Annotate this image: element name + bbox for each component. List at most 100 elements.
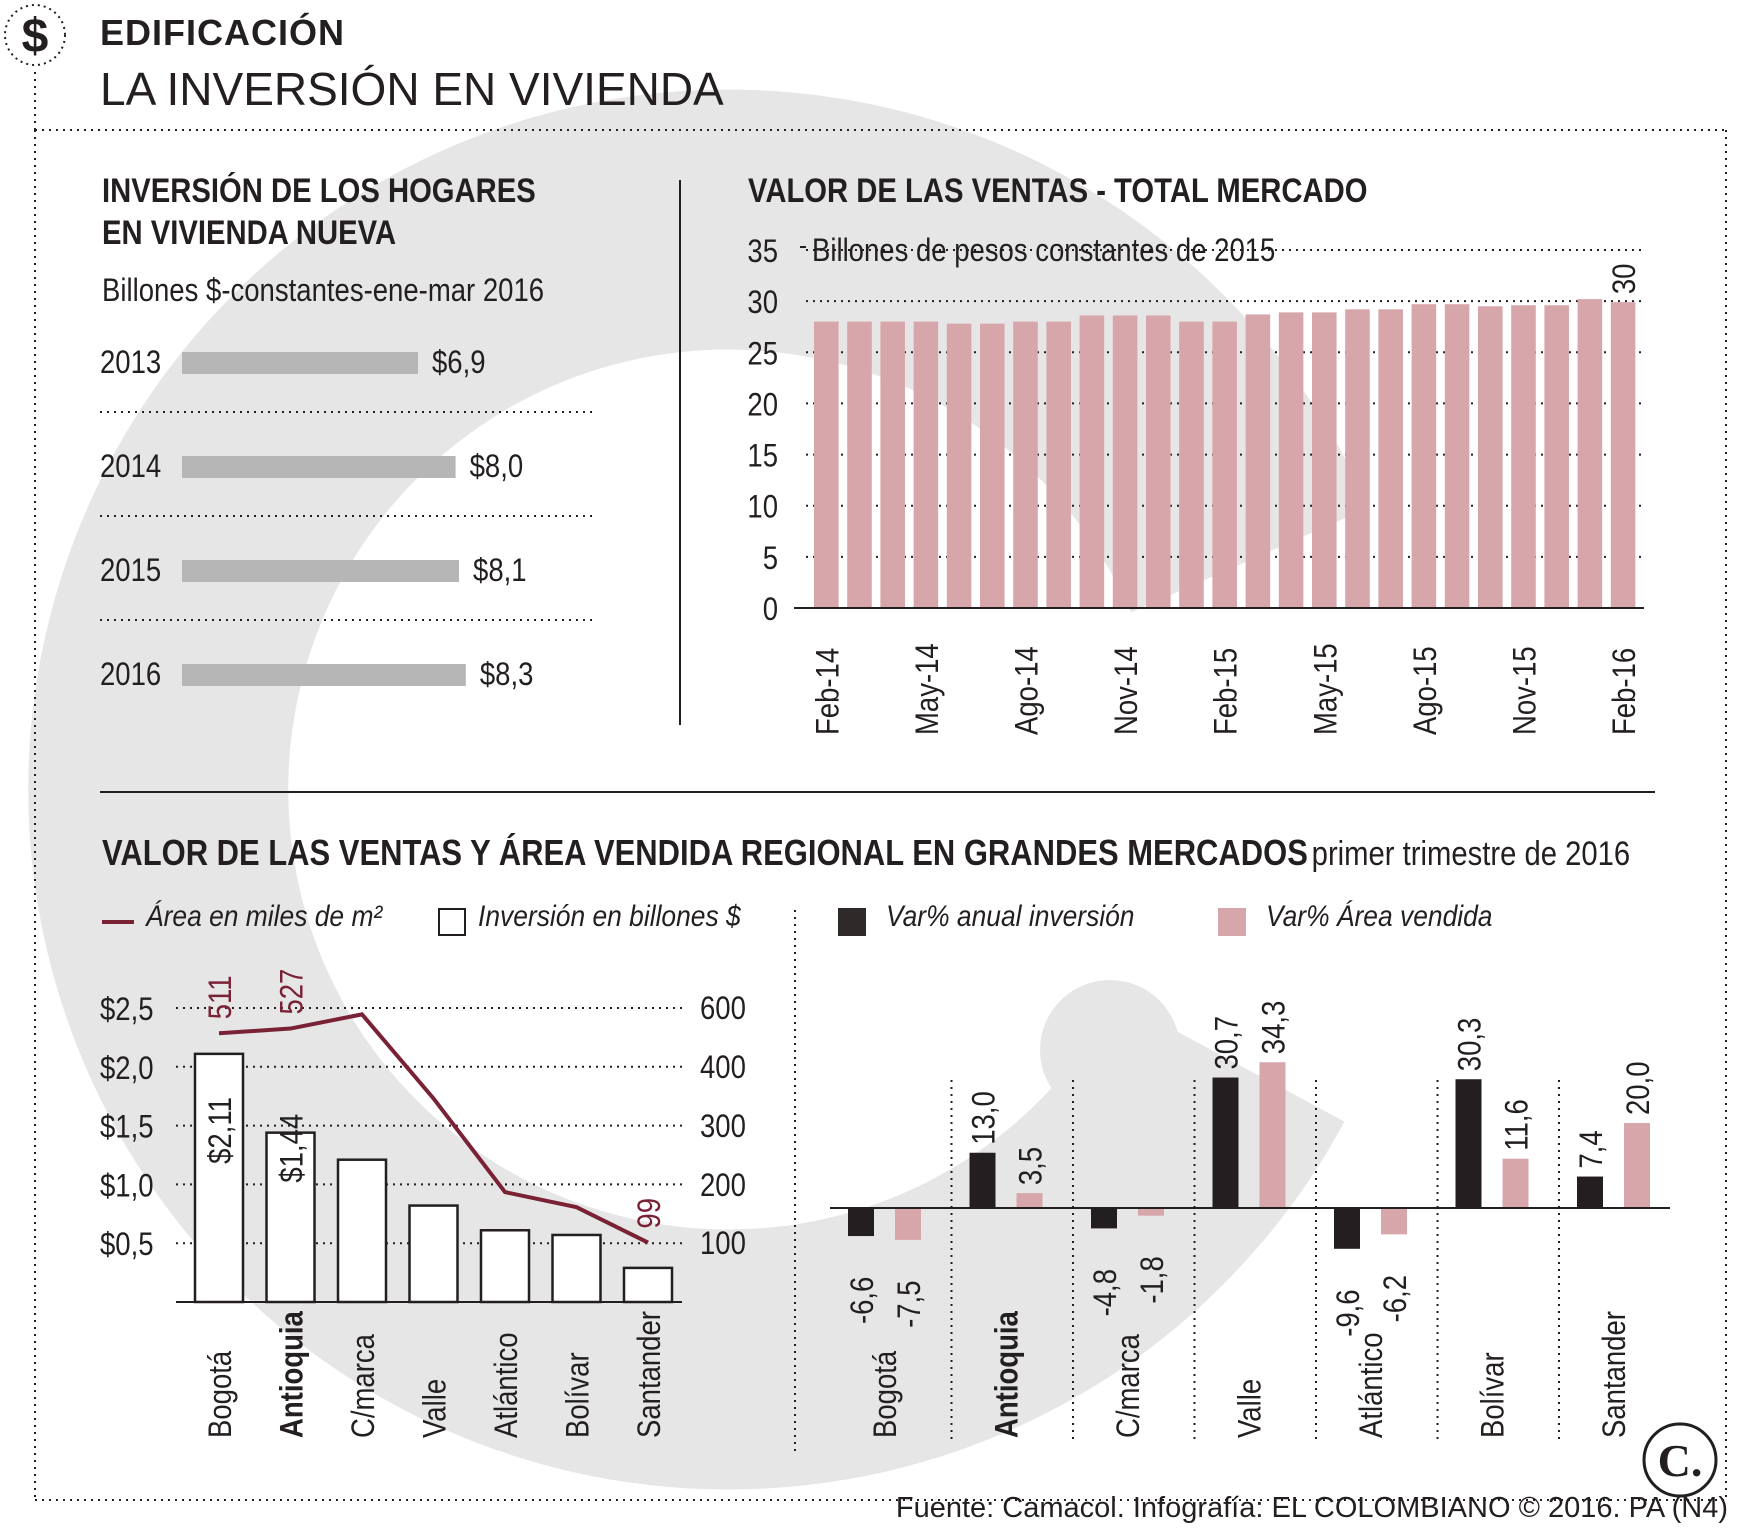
var-value-label: 30,7 (1210, 1016, 1245, 1070)
category-label: Bolívar (1476, 1352, 1511, 1438)
var-inversion-bar (848, 1208, 874, 1237)
legend-var-area: Var% Área vendida (1218, 900, 1523, 936)
sales-bar (1544, 305, 1569, 608)
category-label: Valle (418, 1379, 453, 1438)
category-label: Antioquia (990, 1311, 1025, 1438)
year-label: 2016 (100, 657, 161, 692)
inversion-bar (336, 1158, 388, 1304)
left-tick-label: $1,5 (100, 1110, 154, 1145)
sales-bar (1411, 304, 1437, 608)
var-inversion-bar (1577, 1176, 1603, 1208)
y-tick-label: 25 (747, 336, 778, 371)
legend-inversion-label: Inversión en billones $ (478, 900, 741, 933)
x-tick-label: Feb-16 (1607, 648, 1642, 735)
sales-bar (1212, 321, 1237, 608)
right-tick-label: 100 (700, 1226, 746, 1261)
page-title: LA INVERSIÓN EN VIVIENDA (100, 63, 724, 115)
chart2-title: VALOR DE LAS VENTAS - TOTAL MERCADO (748, 172, 1368, 210)
var-value-label: -4,8 (1088, 1269, 1123, 1316)
right-tick-label: 200 (700, 1168, 746, 1203)
bar-value-label: 30 (1607, 264, 1642, 295)
var-value-label: -1,8 (1135, 1256, 1170, 1303)
var-inversion-bar (1334, 1208, 1360, 1249)
sales-bar (880, 321, 905, 608)
var-area-bar (1259, 1062, 1286, 1208)
category-label: Santander (632, 1311, 667, 1438)
hbar (182, 560, 460, 582)
category-label: Santander (1597, 1311, 1632, 1438)
left-tick-label: $2,5 (100, 992, 154, 1027)
y-tick-label: 35 (747, 234, 778, 269)
category-label: C/marca (1111, 1334, 1146, 1438)
inversion-value-label: $1,44 (275, 1114, 310, 1183)
sales-bar (1245, 314, 1271, 608)
legend-inversion-bar: Inversión en billones $ (438, 900, 777, 936)
inversion-bar (551, 1233, 602, 1304)
legend-bar-swatch (438, 907, 466, 936)
inversion-bar (408, 1204, 459, 1304)
category-label: Valle (1233, 1379, 1268, 1438)
sales-bar (980, 323, 1005, 608)
var-inversion-bar (1091, 1208, 1117, 1229)
chart1-title-line1: INVERSIÓN DE LOS HOGARES (102, 172, 536, 210)
y-tick-label: 10 (747, 490, 778, 525)
category-label: Bogotá (203, 1350, 238, 1438)
right-tick-label: 600 (700, 991, 746, 1026)
sales-bar (1444, 304, 1470, 608)
sales-bar (1378, 309, 1403, 608)
ylabel-dot (800, 246, 806, 248)
chart3-title: VALOR DE LAS VENTAS Y ÁREA VENDIDA REGIO… (102, 832, 1308, 873)
var-value-label: -6,2 (1378, 1275, 1413, 1322)
left-tick-label: $2,0 (100, 1051, 154, 1086)
y-tick-label: 5 (763, 541, 778, 576)
legend-var-inversion-label: Var% anual inversión (886, 900, 1135, 933)
sales-bar (1112, 315, 1138, 608)
chart1-hbar: 2013 $6,9 2014 $8,0 2015 $8,1 2016 $8,3 (100, 345, 595, 693)
chart1-subtitle: Billones $-constantes-ene-mar 2016 (102, 272, 545, 308)
hbar (182, 352, 418, 374)
area-value-label: 99 (632, 1198, 667, 1229)
category-label: Atlántico (489, 1333, 524, 1438)
x-tick-label: Ago-15 (1408, 646, 1443, 735)
hbar-value-label: $8,0 (470, 449, 524, 484)
hbar (182, 456, 456, 478)
var-value-label: 3,5 (1014, 1147, 1049, 1185)
kicker-title: EDIFICACIÓN (100, 12, 345, 53)
year-label: 2015 (100, 553, 161, 588)
legend-dark-swatch (838, 907, 866, 936)
left-tick-label: $0,5 (100, 1227, 154, 1262)
dotted-frame (34, 72, 1727, 1501)
y-tick-label: 30 (747, 285, 778, 320)
legend-var-area-label: Var% Área vendida (1266, 900, 1493, 933)
chart3-regional: $0,5 $1,0 $1,5 $2,0 $2,5 100 200 300 400 600 $2,11… (100, 969, 746, 1438)
sales-bar (1312, 312, 1337, 608)
x-tick-label: Nov-14 (1109, 646, 1144, 735)
right-tick-label: 400 (700, 1050, 746, 1085)
x-tick-label: Nov-15 (1508, 646, 1543, 735)
var-inversion-bar (1455, 1079, 1482, 1208)
x-tick-label: May-15 (1308, 643, 1343, 735)
sales-bar (913, 321, 939, 608)
var-value-label: 34,3 (1257, 1001, 1292, 1055)
sales-bar (1278, 312, 1304, 608)
legend-pink-swatch (1218, 907, 1246, 936)
source-credit: Fuente: Camacol. Infografía: EL COLOMBIA… (895, 1492, 1728, 1524)
legend-area-label: Área en miles de m² (146, 900, 383, 933)
chart2-bars: 0 5 10 15 20 25 30 35 Billones de pesos constant… (747, 233, 1644, 735)
inversion-bar (622, 1266, 674, 1304)
area-line (218, 1012, 649, 1245)
var-value-label: 30,3 (1453, 1018, 1488, 1072)
hbar-value-label: $8,1 (473, 553, 527, 588)
left-tick-label: $1,0 (100, 1169, 154, 1204)
var-area-bar (1138, 1208, 1164, 1216)
area-value-label: 511 (203, 975, 238, 1019)
sales-bar (814, 321, 839, 608)
inversion-value-label: $2,11 (203, 1097, 238, 1164)
sales-bar (1146, 315, 1171, 608)
hbar-value-label: $6,9 (432, 345, 486, 380)
var-value-label: 7,4 (1574, 1130, 1609, 1168)
var-value-label: -9,6 (1331, 1289, 1366, 1336)
var-value-label: 11,6 (1500, 1099, 1535, 1150)
year-label: 2013 (100, 345, 161, 380)
